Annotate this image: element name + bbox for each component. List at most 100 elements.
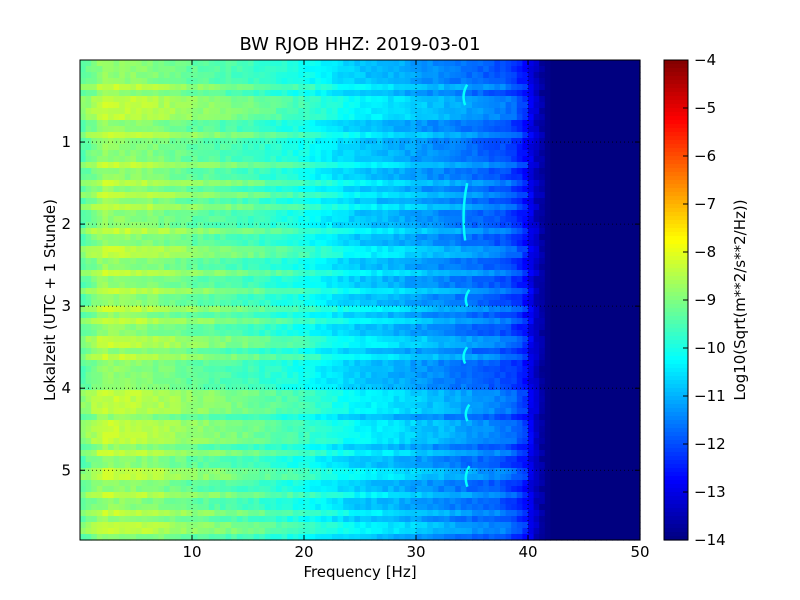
heatmap-cell [113,318,120,325]
heatmap-cell [628,96,635,103]
heatmap-cell [511,198,518,205]
heatmap-cell [136,60,143,67]
heatmap-cell [208,342,215,349]
heatmap-cell [511,276,518,283]
heatmap-cell [511,108,518,115]
heatmap-cell [220,312,227,319]
heatmap-cell [477,144,484,151]
heatmap-cell [85,276,92,283]
heatmap-cell [292,102,299,109]
heatmap-cell [600,66,607,73]
heatmap-cell [337,294,344,301]
heatmap-cell [550,318,557,325]
heatmap-cell [309,168,316,175]
heatmap-cell [612,342,619,349]
heatmap-cell [505,294,512,301]
heatmap-cell [141,252,148,259]
heatmap-cell [466,180,473,187]
heatmap-cell [556,300,563,307]
heatmap-cell [208,240,215,247]
heatmap-cell [281,216,288,223]
heatmap-cell [393,66,400,73]
heatmap-cell [528,90,535,97]
heatmap-cell [102,228,109,235]
heatmap-cell [612,228,619,235]
heatmap-cell [326,312,333,319]
heatmap-cell [259,276,266,283]
heatmap-cell [427,264,434,271]
heatmap-cell [304,72,311,79]
heatmap-cell [108,150,115,157]
heatmap-cell [259,312,266,319]
heatmap-cell [589,312,596,319]
heatmap-cell [528,330,535,337]
heatmap-cell [360,240,367,247]
heatmap-cell [382,252,389,259]
heatmap-cell [427,288,434,295]
heatmap-cell [416,168,423,175]
heatmap-cell [236,300,243,307]
heatmap-cell [360,192,367,199]
heatmap-cell [550,342,557,349]
heatmap-cell [152,342,159,349]
heatmap-cell [533,246,540,253]
heatmap-cell [354,108,361,115]
heatmap-cell [264,300,271,307]
heatmap-cell [382,102,389,109]
heatmap-cell [488,150,495,157]
heatmap-cell [589,228,596,235]
heatmap-cell [528,216,535,223]
heatmap-cell [236,354,243,361]
heatmap-cell [197,90,204,97]
heatmap-cell [556,264,563,271]
heatmap-cell [404,270,411,277]
heatmap-cell [337,342,344,349]
heatmap-cell [214,156,221,163]
heatmap-cell [522,96,529,103]
heatmap-cell [539,264,546,271]
heatmap-cell [130,162,137,169]
heatmap-cell [152,270,159,277]
heatmap-cell [130,252,137,259]
heatmap-cell [169,240,176,247]
heatmap-cell [550,354,557,361]
heatmap-cell [332,318,339,325]
heatmap-cell [124,252,131,259]
heatmap-cell [477,282,484,289]
heatmap-cell [192,126,199,133]
heatmap-cell [270,90,277,97]
heatmap-cell [253,138,260,145]
heatmap-cell [337,198,344,205]
heatmap-cell [589,150,596,157]
heatmap-cell [488,168,495,175]
heatmap-cell [623,342,630,349]
heatmap-cell [96,318,103,325]
heatmap-cell [119,222,126,229]
heatmap-cell [460,162,467,169]
heatmap-cell [544,228,551,235]
heatmap-cell [102,300,109,307]
heatmap-cell [444,258,451,265]
heatmap-cell [298,192,305,199]
heatmap-cell [248,216,255,223]
heatmap-cell [623,348,630,355]
heatmap-cell [522,246,529,253]
heatmap-cell [500,114,507,121]
heatmap-cell [511,60,518,67]
heatmap-cell [175,114,182,121]
heatmap-cell [444,144,451,151]
heatmap-cell [567,150,574,157]
heatmap-cell [421,216,428,223]
heatmap-cell [102,270,109,277]
heatmap-cell [595,204,602,211]
heatmap-cell [466,336,473,343]
heatmap-cell [539,84,546,91]
heatmap-cell [220,264,227,271]
heatmap-cell [477,294,484,301]
heatmap-cell [309,276,316,283]
heatmap-cell [136,174,143,181]
heatmap-cell [253,78,260,85]
heatmap-cell [455,300,462,307]
heatmap-cell [214,312,221,319]
heatmap-cell [432,72,439,79]
